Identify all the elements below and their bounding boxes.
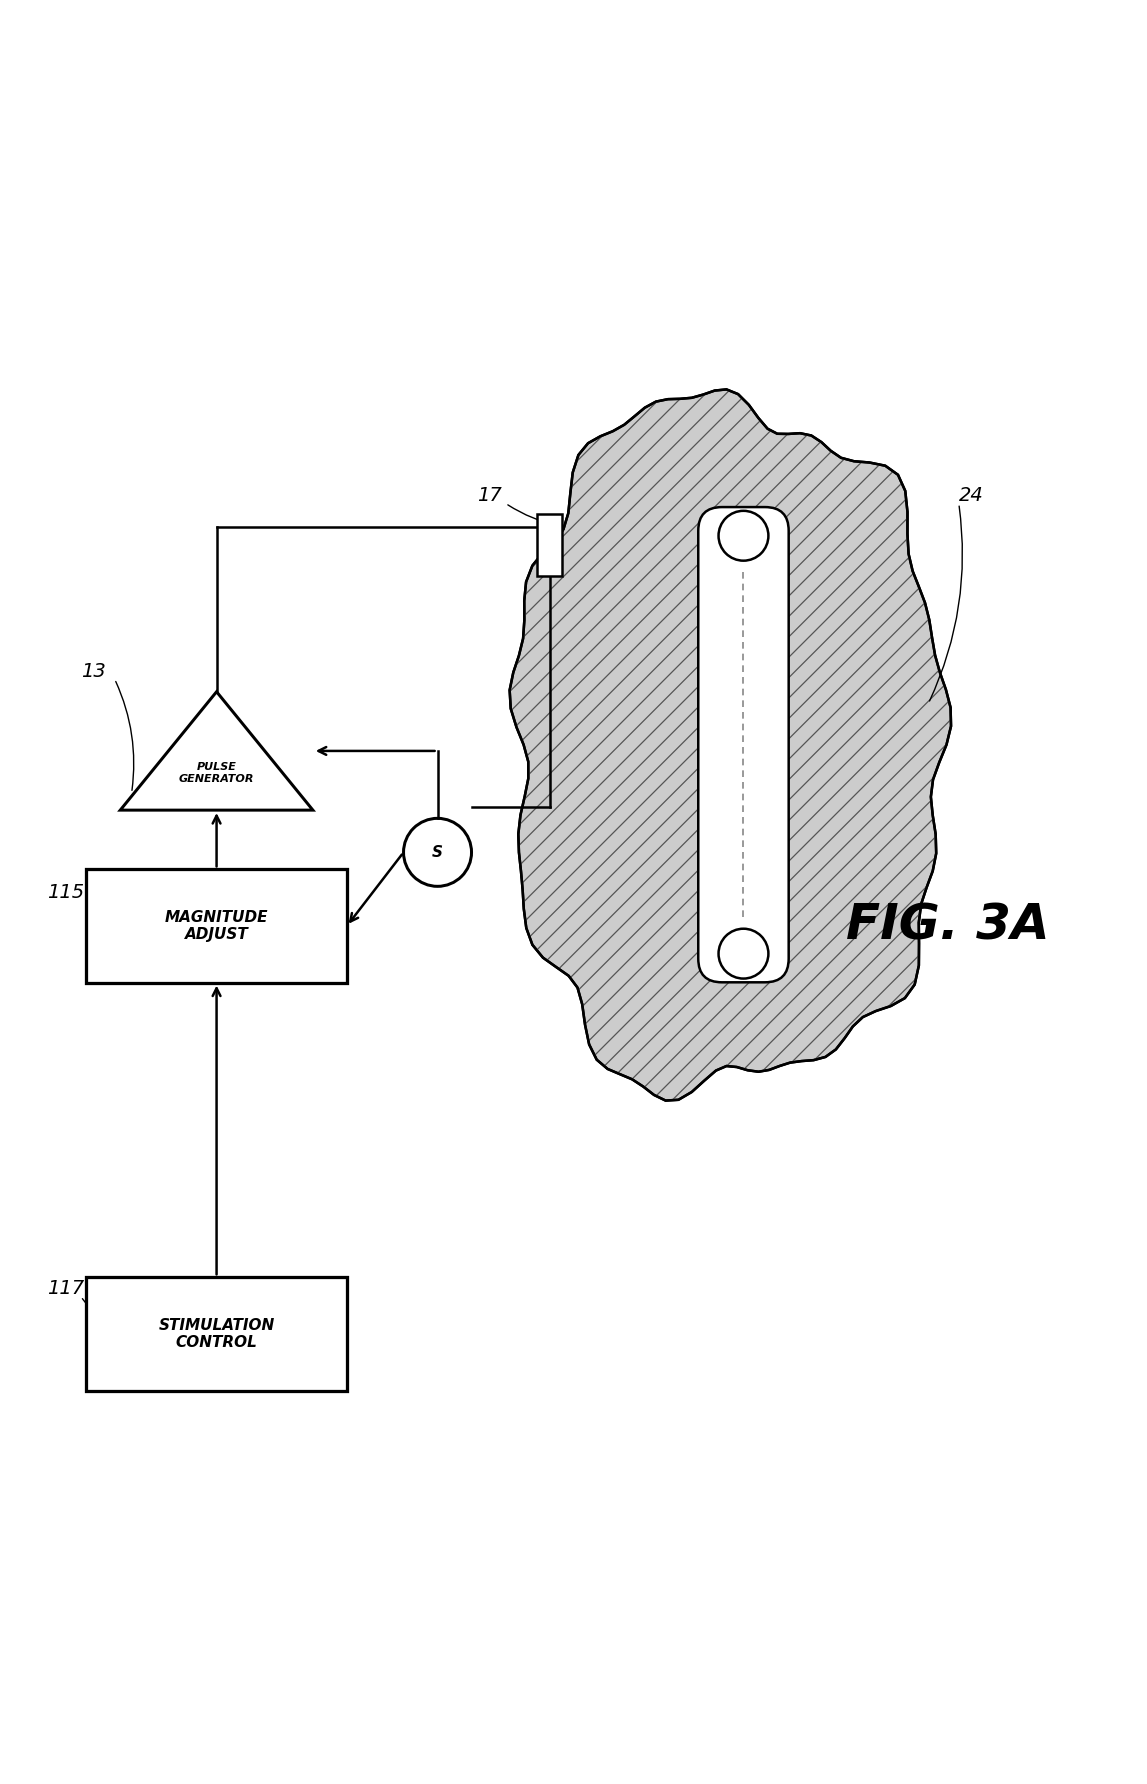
Text: FIG. 3A: FIG. 3A	[845, 903, 1050, 951]
Text: 117: 117	[47, 1279, 84, 1299]
Text: 115: 115	[47, 883, 84, 901]
PathPatch shape	[509, 389, 951, 1101]
Text: STIMULATION
CONTROL: STIMULATION CONTROL	[158, 1318, 274, 1350]
Text: 17: 17	[477, 485, 502, 505]
Text: 13: 13	[80, 662, 106, 681]
Bar	[86, 1277, 346, 1390]
Bar	[537, 514, 562, 576]
Text: S: S	[432, 846, 443, 860]
Circle shape	[404, 819, 471, 887]
Circle shape	[718, 929, 768, 979]
Polygon shape	[509, 389, 951, 1101]
Polygon shape	[120, 692, 313, 810]
Bar	[86, 869, 346, 983]
Text: PULSE
GENERATOR: PULSE GENERATOR	[179, 762, 255, 783]
FancyBboxPatch shape	[699, 507, 789, 983]
Circle shape	[718, 510, 768, 560]
Text: MAGNITUDE
ADJUST: MAGNITUDE ADJUST	[165, 910, 268, 942]
Text: 24: 24	[959, 485, 983, 505]
